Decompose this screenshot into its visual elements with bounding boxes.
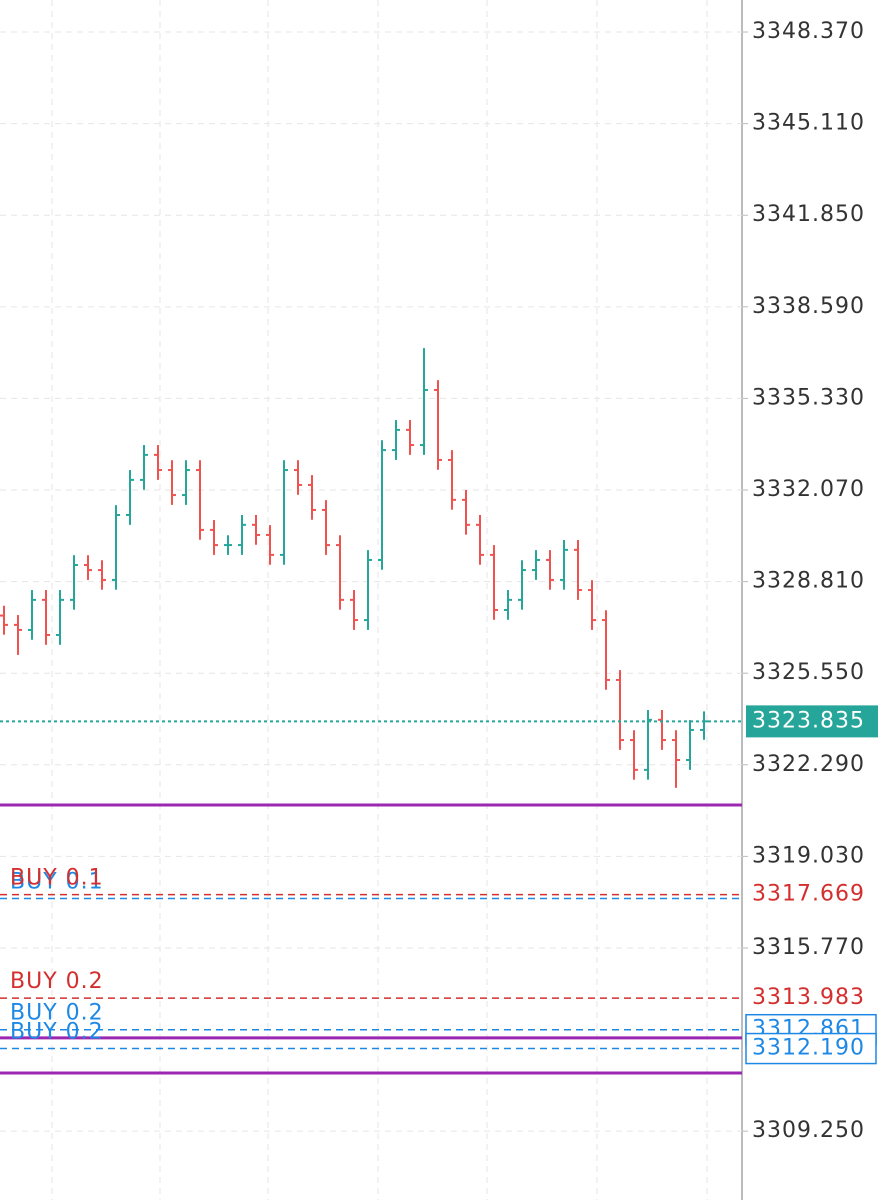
order-label: BUY 0.2 — [10, 1020, 104, 1045]
order-price: 3312.190 — [752, 1036, 865, 1061]
order-label: BUY 0.2 — [10, 1001, 104, 1026]
order-label: BUY 0.2 — [10, 969, 104, 994]
y-tick-label: 3348.370 — [752, 19, 865, 44]
y-tick-label: 3309.250 — [752, 1118, 865, 1143]
y-tick-label: 3325.550 — [752, 660, 865, 685]
price-box — [745, 1032, 877, 1065]
current-price-box — [746, 705, 878, 738]
y-tick-label: 3345.110 — [752, 111, 865, 136]
current-price-label: 3323.835 — [752, 708, 865, 733]
y-tick-label: 3335.330 — [752, 385, 865, 410]
y-tick-label: 3328.810 — [752, 569, 865, 594]
y-tick-label: 3338.590 — [752, 294, 865, 319]
order-label: BUY 0.1 — [10, 870, 104, 895]
y-tick-label: 3341.850 — [752, 202, 865, 227]
x-grid — [51, 0, 708, 1200]
order-label: BUY 0.1 — [10, 866, 104, 891]
order-price: 3313.983 — [752, 985, 865, 1010]
order-price: 3317.669 — [752, 882, 865, 907]
y-tick-label: 3315.770 — [752, 935, 865, 960]
y-tick-label: 3332.070 — [752, 477, 865, 502]
y-tick-label: 3319.030 — [752, 843, 865, 868]
y-tick-label: 3322.290 — [752, 752, 865, 777]
